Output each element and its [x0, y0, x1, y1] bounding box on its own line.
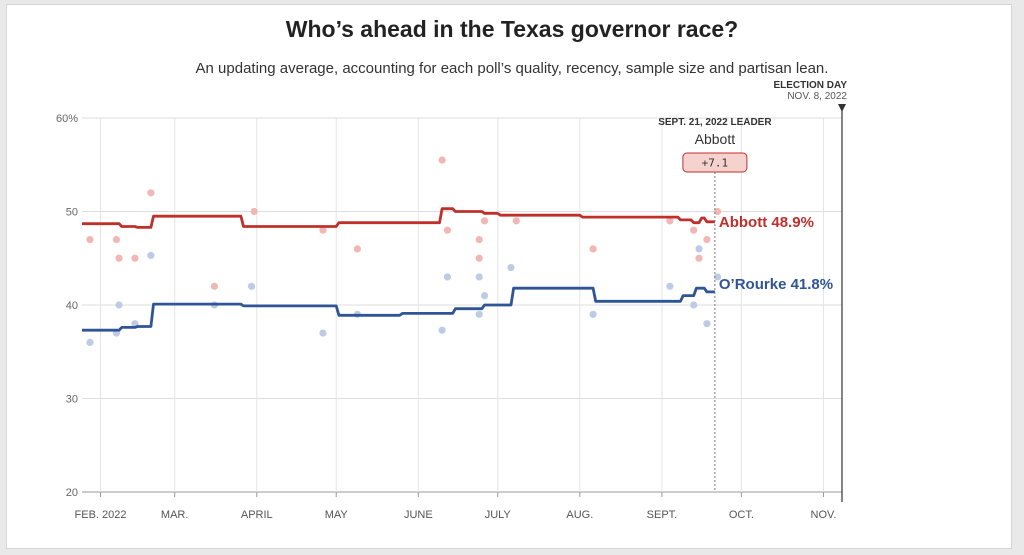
- poll-dot: [475, 254, 483, 262]
- average-lines-layer: [82, 207, 715, 332]
- x-tick-label: APRIL: [241, 509, 273, 521]
- poll-dot: [690, 301, 698, 309]
- x-tick-label: SEPT.: [647, 509, 678, 521]
- poll-dots-layer: [86, 156, 722, 346]
- poll-dot: [147, 251, 155, 260]
- leader-heading: SEPT. 21, 2022 LEADER: [658, 117, 772, 128]
- election-day-label: ELECTION DAY: [773, 80, 847, 91]
- y-tick-label: 20: [66, 487, 78, 499]
- orourke-end-label: O’Rourke 41.8%: [719, 276, 833, 293]
- leader-margin-value: +7.1: [702, 157, 729, 170]
- poll-dot: [475, 310, 483, 318]
- abbott-average-line: [82, 207, 715, 229]
- poll-dot: [115, 254, 123, 262]
- poll-dot: [319, 226, 327, 234]
- poll-dot: [86, 235, 94, 244]
- poll-dot: [210, 282, 219, 290]
- y-tick-label: 30: [66, 394, 78, 406]
- poll-dot: [475, 273, 483, 281]
- x-tick-label: AUG.: [566, 509, 593, 521]
- poll-dot: [353, 245, 362, 253]
- poll-dot: [480, 292, 489, 300]
- abbott-end-label: Abbott 48.9%: [719, 214, 814, 231]
- poll-dot: [695, 245, 703, 253]
- poll-dot: [507, 264, 515, 272]
- y-tick-label: 50: [66, 207, 78, 219]
- election-day-arrow-icon: [838, 104, 846, 112]
- poll-dot: [666, 217, 674, 225]
- x-tick-label: MAY: [325, 509, 349, 521]
- x-tick-label: MAR.: [161, 509, 189, 521]
- poll-dot: [512, 217, 520, 225]
- poll-dot: [247, 282, 256, 290]
- x-tick-label: NOV.: [811, 509, 837, 521]
- x-tick-label: OCT.: [729, 509, 754, 521]
- poll-dot: [131, 254, 139, 262]
- leader-margin-badge: [682, 152, 748, 173]
- chart-title: Who’s ahead in the Texas governor race?: [285, 16, 739, 42]
- poll-dot: [112, 235, 121, 244]
- poll-dot: [589, 310, 597, 318]
- x-tick-label: FEB. 2022: [75, 509, 127, 521]
- poll-dot: [695, 254, 703, 262]
- poll-dot: [690, 226, 698, 234]
- poll-dot: [713, 207, 722, 216]
- poll-dot: [666, 282, 674, 290]
- poll-dot: [475, 235, 483, 244]
- poll-dot: [147, 189, 155, 197]
- poll-dot: [589, 245, 597, 253]
- poll-dot: [480, 217, 489, 225]
- poll-dot: [443, 226, 452, 234]
- x-tick-labels: FEB. 2022 MAR. APRIL MAY JUNE JULY AUG. SEPT. OC…: [75, 509, 837, 521]
- y-tick-label: 40: [66, 300, 78, 312]
- orourke-average-line: [82, 286, 715, 332]
- poll-dot: [438, 156, 446, 164]
- x-tick-label: JULY: [485, 509, 512, 521]
- poll-dot: [319, 329, 327, 337]
- poll-dot: [250, 207, 258, 216]
- chart-subtitle: An updating average, accounting for each…: [195, 60, 829, 77]
- x-tick-label: JUNE: [404, 509, 433, 521]
- leader-name: Abbott: [695, 131, 736, 147]
- poll-dot: [115, 301, 123, 309]
- y-tick-labels: 20 30 40 50 60%: [56, 113, 78, 499]
- poll-dot: [86, 338, 94, 346]
- chart-card: [6, 4, 1012, 549]
- y-tick-label: 60%: [56, 113, 78, 125]
- poll-dot: [443, 273, 452, 281]
- poll-dot: [713, 273, 722, 281]
- poll-dot: [703, 320, 711, 328]
- poll-dot: [703, 235, 711, 244]
- poll-dot: [438, 326, 446, 334]
- election-day-date: NOV. 8, 2022: [787, 91, 847, 102]
